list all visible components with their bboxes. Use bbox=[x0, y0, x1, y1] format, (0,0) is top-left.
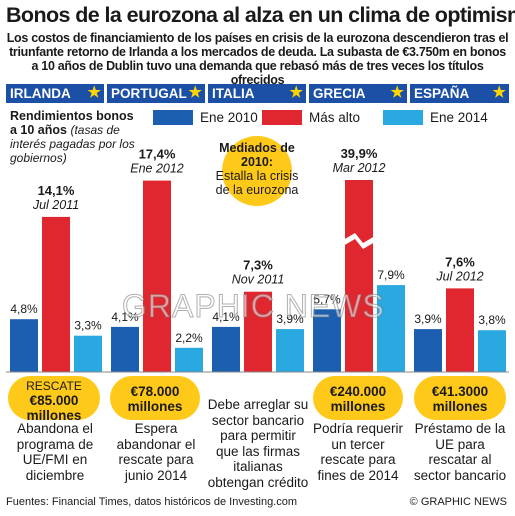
country-header-italia: ITALIA ★ bbox=[208, 84, 306, 103]
legend-item-ene-2010: Ene 2010 bbox=[153, 109, 258, 125]
amount-badge-portugal: €78.000 millones bbox=[110, 376, 200, 420]
country-header-espana: ESPAÑA ★ bbox=[410, 84, 509, 103]
legend-item-mas-alto: Más alto bbox=[262, 109, 360, 125]
data-label: 7,3% bbox=[243, 258, 273, 273]
legend-label: Ene 2014 bbox=[430, 109, 488, 125]
note-irlanda: Abandona el programa de UE/FMI en diciem… bbox=[16, 421, 94, 483]
eu-star-icon: ★ bbox=[289, 84, 303, 101]
peak-date-label: Jul 2011 bbox=[32, 198, 79, 212]
amount-value: €85.000 millones bbox=[26, 393, 82, 423]
data-label: 7,6% bbox=[445, 254, 475, 269]
watermark: GRAPHIC NEWS bbox=[122, 288, 385, 325]
amount-value: €78.000 millones bbox=[127, 384, 183, 414]
amount-badge-espana: €41.3000 millones bbox=[414, 376, 506, 420]
bar-irlanda-ene-2010 bbox=[10, 319, 38, 372]
legend-swatch bbox=[153, 109, 193, 125]
amount-top: RESCATE bbox=[26, 379, 82, 393]
data-label: 3,9% bbox=[414, 312, 442, 326]
data-label: 4,1% bbox=[111, 310, 139, 324]
peak-date-label: Nov 2011 bbox=[232, 273, 285, 287]
data-label: 2,2% bbox=[175, 331, 203, 345]
data-label: 3,8% bbox=[478, 313, 506, 327]
axis-break-mark bbox=[343, 233, 375, 249]
amount-badge-grecia: €240.000 millones bbox=[313, 376, 403, 420]
callout-text: Mediados de 2010: Estalla la crisis de l… bbox=[215, 141, 299, 197]
eu-star-icon: ★ bbox=[390, 84, 404, 101]
country-label: IRLANDA bbox=[10, 86, 71, 101]
bar-portugal-ene-2010 bbox=[111, 326, 139, 372]
data-label: 5,7% bbox=[313, 292, 341, 306]
country-header-grecia: GRECIA ★ bbox=[309, 84, 407, 103]
country-label: GRECIA bbox=[313, 86, 366, 101]
bar-espana-ene-2014 bbox=[478, 330, 506, 372]
eu-star-icon: ★ bbox=[188, 84, 202, 101]
amount-value: €240.000 millones bbox=[329, 384, 387, 414]
data-label: 7,9% bbox=[377, 268, 405, 282]
country-label: ESPAÑA bbox=[414, 86, 470, 101]
legend-label: Ene 2010 bbox=[200, 109, 258, 125]
amount-value: €41.3000 millones bbox=[431, 384, 489, 414]
bar-espana-mas-alto bbox=[446, 288, 474, 372]
y-axis-label-main: Rendimientos bonos a 10 años bbox=[10, 109, 134, 137]
data-label: 14,1% bbox=[38, 183, 75, 198]
peak-date-label: Mar 2012 bbox=[333, 161, 386, 175]
country-header-portugal: PORTUGAL ★ bbox=[107, 84, 205, 103]
data-label: 17,4% bbox=[139, 147, 176, 162]
legend-swatch bbox=[383, 109, 423, 125]
bar-portugal-ene-2014 bbox=[175, 347, 203, 372]
data-label: 3,3% bbox=[74, 319, 102, 333]
bar-grecia-mas-alto bbox=[345, 180, 373, 372]
bar-espana-ene-2010 bbox=[414, 329, 442, 372]
bar-italia-ene-2010 bbox=[212, 326, 240, 372]
bar-irlanda-mas-alto bbox=[42, 216, 70, 372]
y-axis-label: Rendimientos bonos a 10 años (tasas de i… bbox=[10, 109, 138, 165]
legend-item-ene-2014: Ene 2014 bbox=[383, 109, 488, 125]
peak-date-label: Ene 2012 bbox=[130, 162, 184, 176]
bar-italia-ene-2014 bbox=[276, 329, 304, 372]
country-header-irlanda: IRLANDA ★ bbox=[6, 84, 104, 103]
bar-italia-mas-alto bbox=[244, 291, 272, 372]
note-portugal: Espera abandonar el rescate para junio 2… bbox=[116, 421, 196, 483]
source-note: Fuentes: Financial Times, datos históric… bbox=[6, 496, 298, 508]
note-grecia: Podría requerir un tercer rescate para f… bbox=[312, 421, 404, 483]
legend-swatch bbox=[262, 109, 302, 125]
chart-title: Bonos de la eurozona al alza en un clima… bbox=[6, 3, 515, 27]
data-label: 4,8% bbox=[10, 302, 38, 316]
bar-grecia-ene-2010 bbox=[313, 309, 341, 372]
credit: © GRAPHIC NEWS bbox=[409, 496, 507, 508]
country-label: PORTUGAL bbox=[111, 86, 187, 101]
y-axis-label-detail: (tasas de interés pagadas por los gobier… bbox=[10, 123, 135, 165]
amount-badge-irlanda: RESCATE €85.000 millones bbox=[8, 376, 100, 423]
data-label: 4,1% bbox=[212, 310, 240, 324]
callout-bubble bbox=[222, 136, 292, 206]
data-label: 3,9% bbox=[276, 312, 304, 326]
peak-date-label: Jul 2012 bbox=[435, 269, 483, 283]
callout-body: Estalla la crisis de la eurozona bbox=[215, 169, 299, 197]
note-italia: Debe arreglar su sector bancario para pe… bbox=[207, 397, 309, 490]
data-label: 39,9% bbox=[341, 146, 378, 161]
country-label: ITALIA bbox=[212, 86, 255, 101]
legend-label: Más alto bbox=[309, 109, 361, 125]
note-espana: Préstamo de la UE para rescatar al secto… bbox=[413, 421, 507, 483]
bar-irlanda-ene-2014 bbox=[74, 335, 102, 372]
callout-heading: Mediados de 2010: bbox=[219, 141, 295, 169]
bar-grecia-ene-2014 bbox=[377, 285, 405, 372]
bar-portugal-mas-alto bbox=[143, 180, 171, 372]
eu-star-icon: ★ bbox=[492, 84, 506, 101]
eu-star-icon: ★ bbox=[87, 84, 101, 101]
chart-subtitle: Los costos de financiamiento de los país… bbox=[6, 31, 509, 87]
